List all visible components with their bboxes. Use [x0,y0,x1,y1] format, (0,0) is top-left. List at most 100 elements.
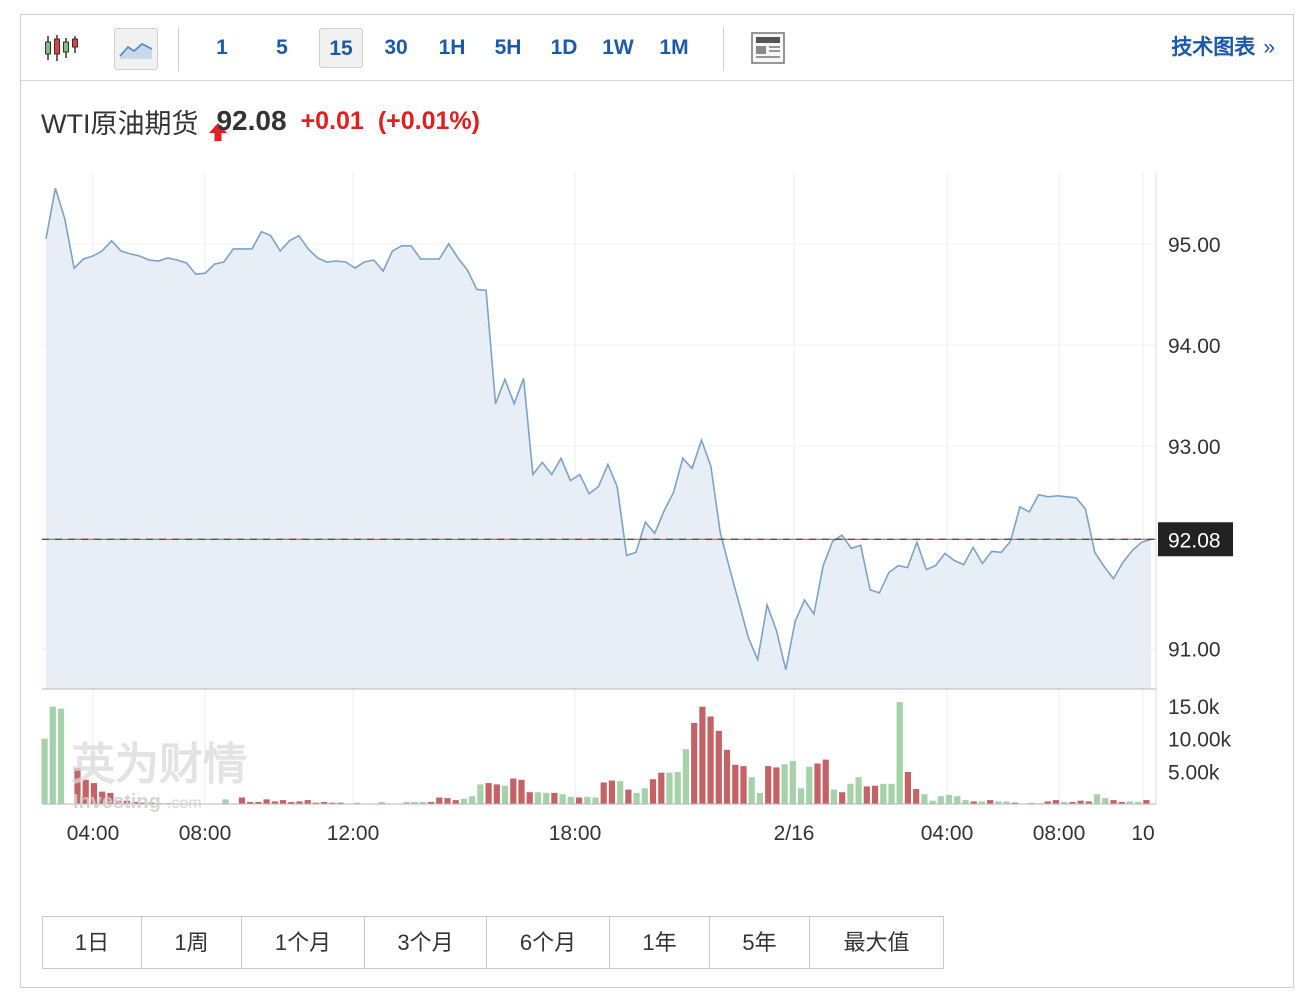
volume-bar [723,749,731,804]
volume-bar [82,779,89,804]
range-1y[interactable]: 1年 [610,917,710,968]
volume-bar [115,800,122,804]
volume-bar [806,766,813,804]
volume-bar [222,799,229,804]
volume-bar [1085,801,1092,804]
current-price-label: 92.08 [1168,529,1221,552]
interval-1w[interactable]: 1W [602,36,634,59]
volume-bar [789,760,796,804]
volume-bar [600,782,607,804]
price-chart[interactable]: 95.00 94.00 93.00 91.00 92.08 15.0k 10.00k 5.00… [21,15,1293,895]
chart-widget: 1 5 15 30 1H 5H 1D 1W 1M 技术图表» WTI原油期 [20,14,1294,988]
x-tick-label: 10 [1131,822,1154,845]
volume-bar [493,784,500,804]
price-change-percent: (+0.01%) [377,106,480,135]
price-line [45,187,1152,670]
volume-bar [444,798,451,804]
x-tick-label: 04:00 [67,822,120,845]
volume-bar [1044,801,1051,804]
candlestick-chart-icon[interactable] [37,27,85,69]
volume-bar [715,730,722,804]
volume-bar [353,802,361,804]
volume-bar [682,749,689,804]
volume-bar [765,766,772,804]
volume-bar [797,788,805,804]
interval-5h[interactable]: 5H [494,36,522,59]
volume-bar [1077,800,1084,804]
volume-bar [551,792,558,804]
volume-bar [756,792,763,804]
volume-bar [477,784,484,804]
interval-15[interactable]: 15 [319,28,363,68]
news-icon[interactable] [749,27,787,69]
watermark-logo: 英为财情 Investing .com [71,740,247,813]
volume-bar [904,772,911,804]
interval-1d[interactable]: 1D [550,36,578,59]
volume-tick-label: 15.0k [1168,696,1220,719]
interval-5[interactable]: 5 [276,36,288,59]
volume-bar [822,759,829,804]
volume-bar [148,802,155,804]
volume-bar [99,791,106,804]
volume-bar [748,777,755,804]
interval-selector: 1 5 15 30 1H 5H 1D 1W 1M [203,27,699,69]
volume-bar [641,788,648,804]
volume-bar [732,764,739,804]
volume-bar [510,778,517,804]
range-3m[interactable]: 3个月 [365,917,487,968]
volume-bar [559,794,566,804]
volume-bar [937,796,944,804]
x-tick-label: 2/16 [774,822,815,845]
volume-bar [485,783,492,804]
volume-bar [1052,800,1059,804]
x-tick-label: 12:00 [327,822,380,845]
toolbar-divider [723,27,724,71]
interval-1[interactable]: 1 [216,36,228,59]
volume-bar [49,706,56,804]
range-5y[interactable]: 5年 [710,917,810,968]
volume-bar [378,802,385,804]
area-chart-icon[interactable] [114,28,158,70]
volume-bar [263,799,270,804]
volume-bar [584,796,591,804]
volume-bar [1011,802,1018,804]
volume-bar [608,780,615,804]
range-1w[interactable]: 1周 [142,917,242,968]
volume-bar [674,772,681,804]
watermark-suffix: .com [167,795,202,812]
y-tick-label: 95.00 [1168,234,1221,257]
volume-bar [460,798,467,804]
volume-bar [296,801,303,804]
instrument-name: WTI原油期货 [41,108,199,139]
volume-bar [863,786,870,804]
range-max[interactable]: 最大值 [843,930,910,955]
volume-bar [567,796,574,804]
volume-bar [617,781,624,804]
interval-1m[interactable]: 1M [659,36,689,59]
volume-bar [707,716,714,804]
x-tick-label: 08:00 [1033,822,1086,845]
volume-bar [814,763,821,804]
volume-bar [929,800,936,804]
volume-bar [649,779,657,804]
x-tick-label: 08:00 [179,822,232,845]
watermark-cn: 英为财情 [71,740,247,789]
interval-1h[interactable]: 1H [438,36,466,59]
volume-bar [1126,801,1133,804]
toolbar-divider [178,27,179,71]
volume-bar [781,764,788,804]
volume-bars [41,702,1150,805]
volume-bar [411,802,418,804]
volume-bar [1028,802,1035,804]
volume-bar [592,797,599,804]
volume-bar [107,792,114,804]
range-1d[interactable]: 1日 [43,917,142,968]
range-1m[interactable]: 1个月 [242,917,365,968]
interval-30[interactable]: 30 [384,36,408,59]
range-6m[interactable]: 6个月 [487,917,610,968]
y-tick-label: 91.00 [1168,639,1221,662]
volume-bar [1118,802,1125,804]
volume-bar [855,777,862,804]
technical-chart-link[interactable]: 技术图表 » [1171,27,1275,69]
x-tick-label: 18:00 [549,822,602,845]
